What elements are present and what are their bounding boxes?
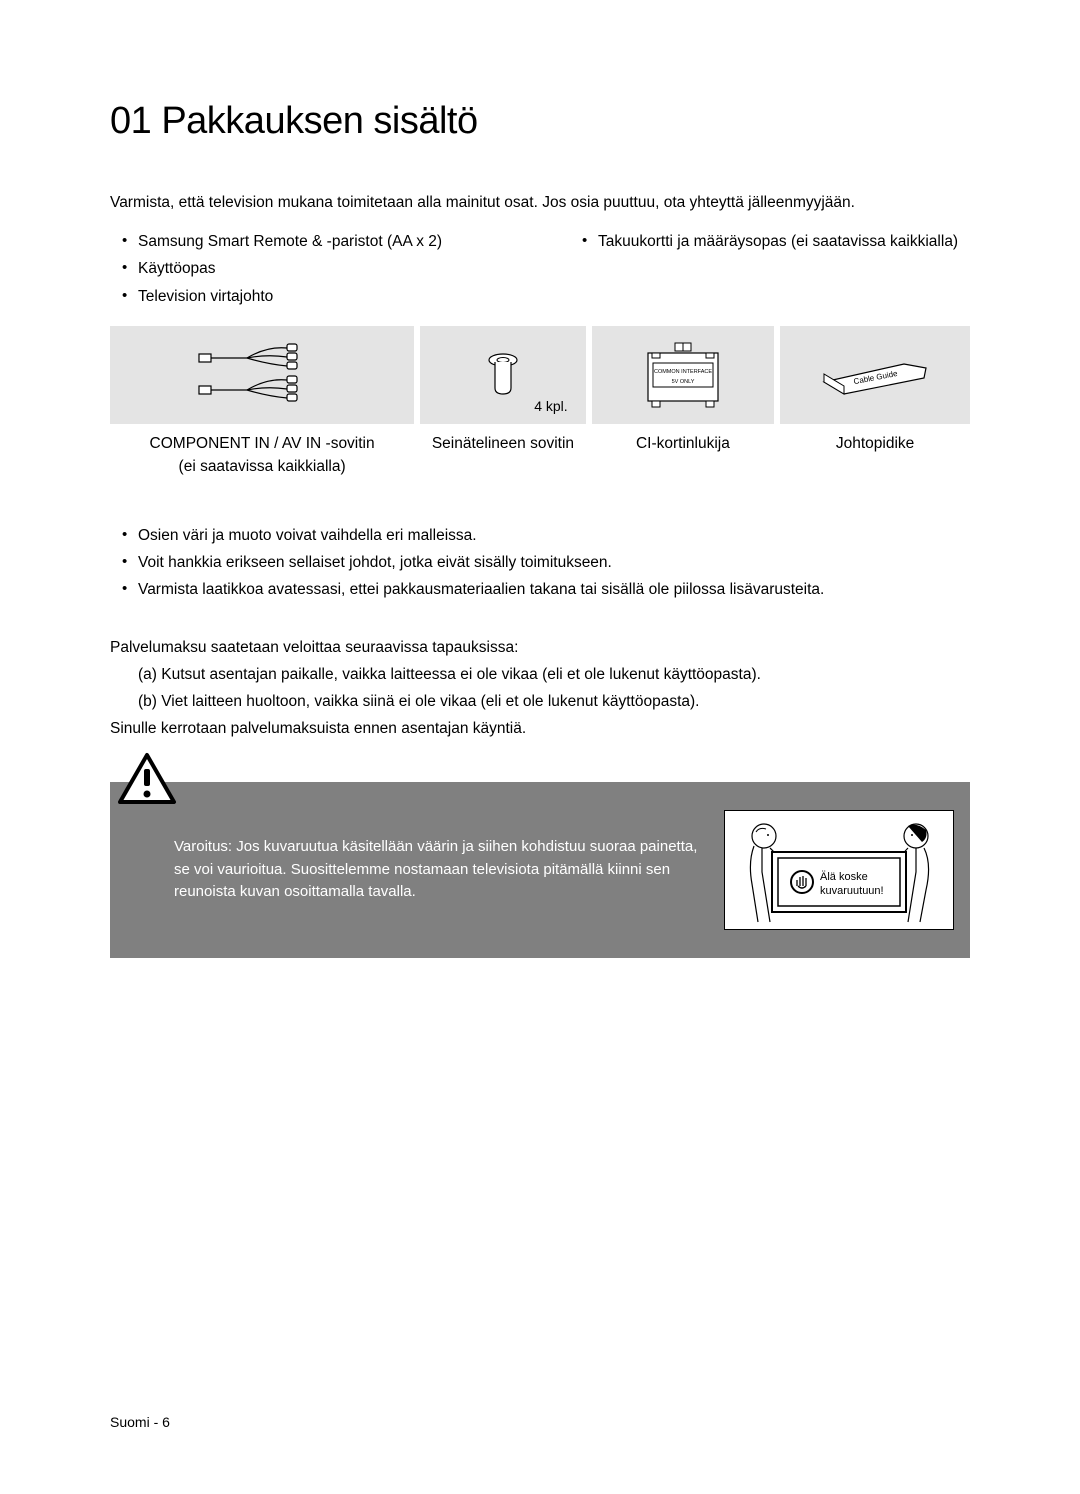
notes-section: Osien väri ja muoto voivat vaihdella eri… — [110, 522, 970, 603]
item-box-ci: COMMON INTERFACE 5V ONLY — [592, 326, 775, 424]
items-labels: COMPONENT IN / AV IN -sovitin (ei saatav… — [110, 432, 970, 479]
qty-label: 4 kpl. — [534, 398, 567, 414]
svg-text:COMMON INTERFACE: COMMON INTERFACE — [654, 369, 712, 375]
intro-text: Varmista, että television mukana toimite… — [110, 191, 970, 214]
service-line: (a) Kutsut asentajan paikalle, vaikka la… — [110, 661, 970, 688]
list-item: Varmista laatikkoa avatessasi, ettei pak… — [138, 576, 970, 603]
item-box-cableguide: Cable Guide — [780, 326, 970, 424]
svg-text:kuvaruutuun!: kuvaruutuun! — [820, 885, 884, 897]
section-heading: 01 Pakkauksen sisältö — [110, 100, 970, 143]
item-box-adapter — [110, 326, 414, 424]
items-row: 4 kpl. COMMON INTERFACE 5V ONLY Cable Gu… — [110, 326, 970, 424]
warning-text: Varoitus: Jos kuvaruutua käsitellään vää… — [174, 836, 724, 904]
warning-triangle-icon — [116, 752, 178, 808]
item-label: Johtopidike — [780, 432, 970, 479]
wallmount-icon — [485, 352, 521, 398]
service-section: Palvelumaksu saatetaan veloittaa seuraav… — [110, 634, 970, 743]
service-line: (b) Viet laitteen huoltoon, vaikka siinä… — [110, 688, 970, 715]
list-item: Takuukortti ja määräysopas (ei saataviss… — [598, 228, 970, 255]
service-line: Sinulle kerrotaan palvelumaksuista ennen… — [110, 715, 970, 742]
cables-icon — [197, 340, 327, 410]
list-item: Osien väri ja muoto voivat vaihdella eri… — [138, 522, 970, 549]
list-item: Television virtajohto — [138, 283, 510, 310]
item-box-wallmount: 4 kpl. — [420, 326, 585, 424]
list-item: Käyttöopas — [138, 255, 510, 282]
cable-guide-icon: Cable Guide — [820, 352, 930, 398]
svg-text:Älä koske: Älä koske — [820, 871, 868, 883]
list-item: Samsung Smart Remote & -paristot (AA x 2… — [138, 228, 510, 255]
item-label: CI-kortinlukija — [592, 432, 775, 479]
ci-reader-icon: COMMON INTERFACE 5V ONLY — [640, 339, 726, 411]
list-item: Voit hankkia erikseen sellaiset johdot, … — [138, 549, 970, 576]
item-label: COMPONENT IN / AV IN -sovitin (ei saatav… — [110, 432, 414, 479]
warning-box: Varoitus: Jos kuvaruutua käsitellään vää… — [110, 782, 970, 958]
svg-text:5V ONLY: 5V ONLY — [672, 379, 695, 385]
item-label: Seinätelineen sovitin — [420, 432, 585, 479]
warning-illustration: Älä koske kuvaruutuun! — [724, 810, 954, 930]
service-line: Palvelumaksu saatetaan veloittaa seuraav… — [110, 634, 970, 661]
page-footer: Suomi - 6 — [110, 1414, 170, 1430]
bullet-columns: Samsung Smart Remote & -paristot (AA x 2… — [110, 228, 970, 309]
